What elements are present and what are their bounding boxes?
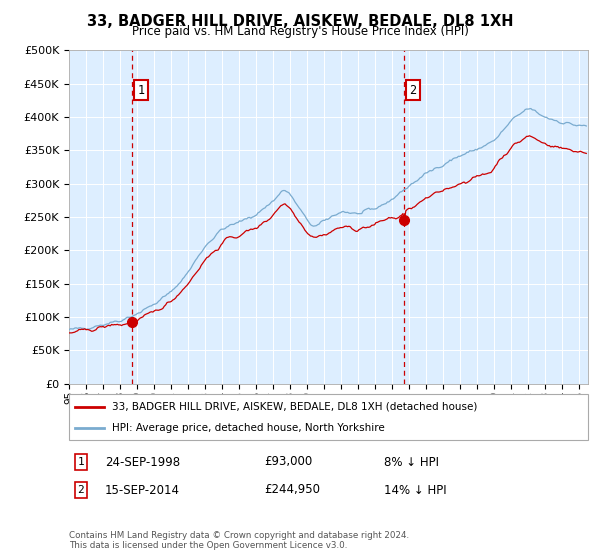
Text: 1: 1	[77, 457, 85, 467]
Text: 2: 2	[409, 84, 416, 97]
Text: HPI: Average price, detached house, North Yorkshire: HPI: Average price, detached house, Nort…	[112, 423, 385, 433]
Text: 33, BADGER HILL DRIVE, AISKEW, BEDALE, DL8 1XH (detached house): 33, BADGER HILL DRIVE, AISKEW, BEDALE, D…	[112, 402, 477, 412]
Text: £244,950: £244,950	[264, 483, 320, 497]
Text: 33, BADGER HILL DRIVE, AISKEW, BEDALE, DL8 1XH: 33, BADGER HILL DRIVE, AISKEW, BEDALE, D…	[87, 14, 513, 29]
FancyBboxPatch shape	[69, 394, 588, 440]
Text: 14% ↓ HPI: 14% ↓ HPI	[384, 483, 446, 497]
Text: 2: 2	[77, 485, 85, 495]
Text: 1: 1	[137, 84, 145, 97]
Text: 24-SEP-1998: 24-SEP-1998	[105, 455, 180, 469]
Text: £93,000: £93,000	[264, 455, 312, 469]
Text: 8% ↓ HPI: 8% ↓ HPI	[384, 455, 439, 469]
Text: 15-SEP-2014: 15-SEP-2014	[105, 483, 180, 497]
Text: Price paid vs. HM Land Registry's House Price Index (HPI): Price paid vs. HM Land Registry's House …	[131, 25, 469, 38]
Text: Contains HM Land Registry data © Crown copyright and database right 2024.
This d: Contains HM Land Registry data © Crown c…	[69, 531, 409, 550]
